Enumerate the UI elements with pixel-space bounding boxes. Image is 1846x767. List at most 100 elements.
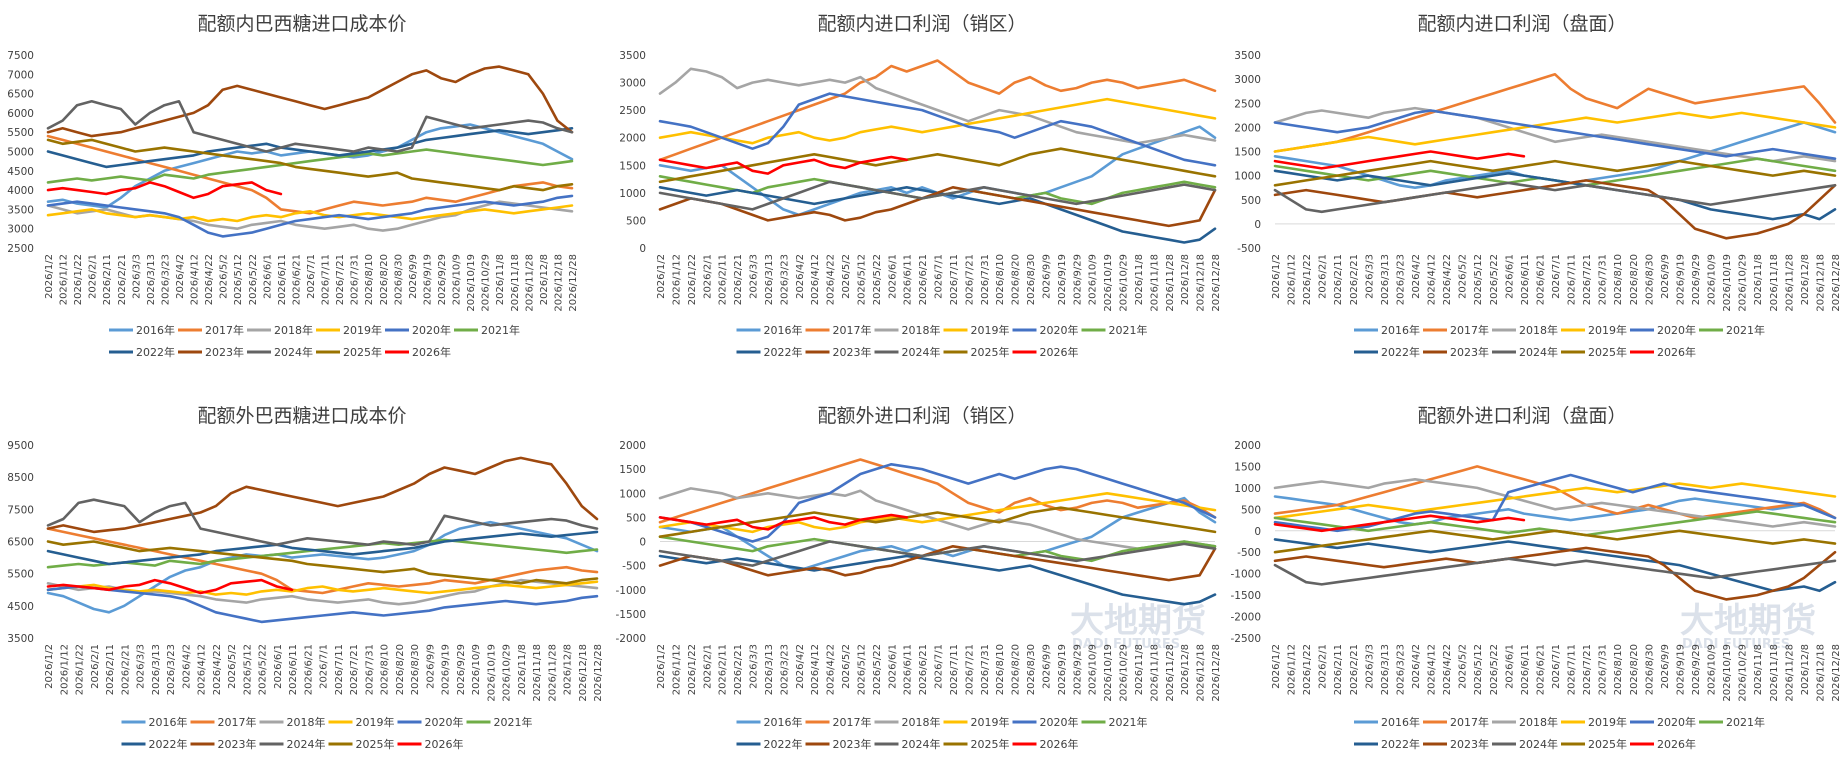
series-line bbox=[658, 554, 1217, 606]
series-line bbox=[46, 498, 599, 546]
x-tick-label: 2026/8/30 bbox=[1026, 254, 1037, 305]
x-tick-label: 2026/11/28 bbox=[1784, 644, 1795, 702]
x-tick-label: 2026/3/23 bbox=[1395, 644, 1406, 695]
x-tick-label: 2026/4/22 bbox=[204, 254, 215, 305]
watermark-cn: 大地期货 bbox=[1070, 601, 1206, 641]
x-tick-label: 2026/1/12 bbox=[1287, 254, 1298, 305]
x-tick-label: 2026/2/11 bbox=[1333, 644, 1344, 695]
x-tick-label: 2026/12/28 bbox=[1831, 644, 1842, 702]
x-tick-label: 2026/8/20 bbox=[379, 254, 390, 305]
legend-label: 2017年 bbox=[218, 715, 257, 729]
x-tick-label: 2026/1/22 bbox=[1302, 254, 1313, 305]
x-tick-label: 2026/5/12 bbox=[233, 254, 244, 305]
x-tick-label: 2026/6/1 bbox=[262, 254, 273, 299]
x-tick-label: 2026/5/12 bbox=[1473, 644, 1484, 695]
x-tick-label: 2026/5/2 bbox=[219, 254, 230, 299]
x-tick-label: 2026/9/19 bbox=[1057, 254, 1068, 305]
series-line bbox=[46, 65, 574, 138]
legend: 2016年 2017年 2018年 2019年 2020年 2021年 2022年 2023年… bbox=[121, 715, 533, 751]
x-tick-label: 2026/6/1 bbox=[887, 254, 898, 299]
legend-label: 2016年 bbox=[1381, 715, 1420, 729]
x-tick-label: 2026/7/21 bbox=[1582, 644, 1593, 695]
x-tick-label: 2026/8/30 bbox=[1644, 644, 1655, 695]
x-tick-label: 2026/1/22 bbox=[687, 644, 698, 695]
legend-label: 2019年 bbox=[1588, 323, 1627, 337]
series-line bbox=[1273, 482, 1837, 520]
x-tick-label: 2026/11/28 bbox=[1784, 254, 1795, 312]
x-tick-label: 2026/4/22 bbox=[1442, 644, 1453, 695]
x-tick-label: 2026/8/20 bbox=[395, 644, 406, 695]
legend-label: 2024年 bbox=[902, 345, 941, 359]
y-tick-label: -500 bbox=[1237, 243, 1261, 255]
x-tick-label: 2026/11/8 bbox=[1134, 254, 1145, 305]
x-tick-label: 2026/3/13 bbox=[764, 644, 775, 695]
legend-label: 2019年 bbox=[971, 323, 1010, 337]
x-tick-label: 2026/12/18 bbox=[1196, 254, 1207, 312]
legend-label: 2017年 bbox=[833, 715, 872, 729]
y-tick-label: 3500 bbox=[1234, 50, 1261, 62]
x-tick-label: 2026/1/2 bbox=[1271, 254, 1282, 299]
x-tick-label: 2026/5/22 bbox=[872, 644, 883, 695]
legend-label: 2021年 bbox=[1726, 715, 1765, 729]
x-tick-label: 2026/9/19 bbox=[1675, 254, 1686, 305]
series-line bbox=[46, 578, 294, 595]
x-tick-label: 2026/5/2 bbox=[841, 644, 852, 689]
x-tick-label: 2026/10/19 bbox=[1103, 254, 1114, 312]
x-tick-label: 2026/4/12 bbox=[810, 254, 821, 305]
x-tick-label: 2026/10/19 bbox=[1722, 644, 1733, 702]
legend-label: 2022年 bbox=[136, 345, 175, 359]
legend-label: 2021年 bbox=[1109, 323, 1148, 337]
y-tick-label: -1000 bbox=[1230, 569, 1261, 581]
x-tick-label: 2026/9/9 bbox=[1041, 254, 1052, 299]
series-line bbox=[658, 540, 1217, 567]
x-tick-label: 2026/3/13 bbox=[146, 254, 157, 305]
x-tick-label: 2026/10/29 bbox=[502, 644, 513, 702]
x-tick-label: 2026/4/12 bbox=[197, 644, 208, 695]
legend: 2016年 2017年 2018年 2019年 2020年 2021年 2022年 2023年… bbox=[736, 323, 1148, 359]
x-tick-label: 2026/12/28 bbox=[1211, 254, 1222, 312]
x-tick-label: 2026/9/29 bbox=[1691, 644, 1702, 695]
legend-label: 2016年 bbox=[764, 323, 803, 337]
x-tick-label: 2026/2/1 bbox=[702, 644, 713, 689]
chart-plot-5: -2000 -1500 -1000 -500 0 500 1000 1500 2000 2026/… bbox=[615, 440, 1222, 751]
x-tick-label: 2026/12/18 bbox=[1815, 254, 1826, 312]
legend-label: 2019年 bbox=[971, 715, 1010, 729]
x-tick-label: 2026/10/9 bbox=[1088, 644, 1099, 695]
x-tick-label: 2026/8/10 bbox=[1613, 254, 1624, 305]
y-tick-label: 6000 bbox=[7, 108, 34, 120]
x-tick-label: 2026/6/11 bbox=[288, 644, 299, 695]
y-tick-label: -500 bbox=[1237, 547, 1261, 559]
x-tick-label: 2026/3/23 bbox=[1395, 254, 1406, 305]
chart-panel-4: 配额外巴西糖进口成本价 bbox=[197, 405, 406, 427]
x-tick-label: 2026/4/22 bbox=[1442, 254, 1453, 305]
series-line bbox=[1273, 179, 1837, 240]
series-line bbox=[46, 138, 574, 192]
x-tick-label: 2026/8/20 bbox=[1011, 254, 1022, 305]
y-tick-label: 1000 bbox=[619, 488, 646, 500]
x-tick-label: 2026/12/18 bbox=[553, 254, 564, 312]
x-tick-label: 2026/11/8 bbox=[1753, 254, 1764, 305]
series-line bbox=[46, 181, 283, 200]
legend-label: 2026年 bbox=[1040, 737, 1079, 751]
x-tick-label: 2026/1/12 bbox=[671, 254, 682, 305]
legend: 2016年 2017年 2018年 2019年 2020年 2021年 2022年 2023年… bbox=[736, 715, 1148, 751]
legend-label: 2019年 bbox=[343, 323, 382, 337]
x-tick-label: 2026/6/11 bbox=[903, 644, 914, 695]
legend-label: 2024年 bbox=[274, 345, 313, 359]
chart-plot-2: 0 500 1000 1500 2000 2500 3000 3500 2026/1/2 2026… bbox=[619, 50, 1222, 359]
y-tick-label: 5000 bbox=[7, 147, 34, 159]
x-tick-label: 2026/7/11 bbox=[334, 644, 345, 695]
x-tick-label: 2026/7/31 bbox=[1598, 254, 1609, 305]
series-line bbox=[1273, 73, 1837, 153]
x-tick-label: 2026/12/18 bbox=[1815, 644, 1826, 702]
legend-label: 2026年 bbox=[1657, 737, 1696, 751]
x-tick-label: 2026/10/29 bbox=[481, 254, 492, 312]
y-tick-label: 0 bbox=[1254, 526, 1261, 538]
legend-label: 2022年 bbox=[149, 737, 188, 751]
x-tick-label: 2026/2/1 bbox=[90, 644, 101, 689]
x-tick-label: 2026/9/29 bbox=[1072, 644, 1083, 695]
series-line bbox=[1273, 538, 1837, 593]
x-tick-label: 2026/6/21 bbox=[918, 644, 929, 695]
